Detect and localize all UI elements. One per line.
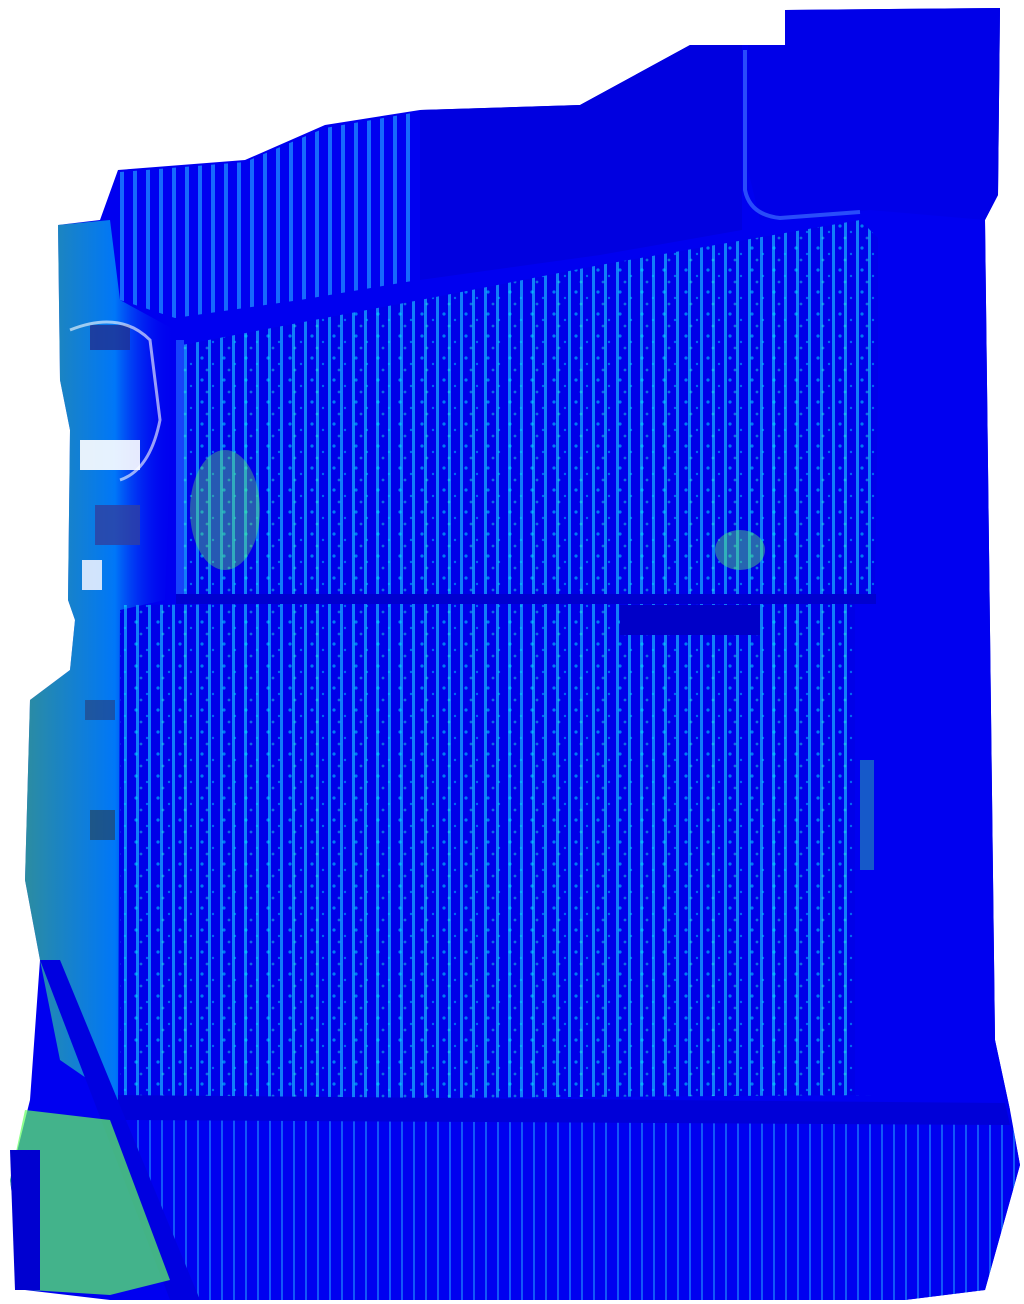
vegetation-south-west-inner: [10, 1150, 40, 1290]
building: [90, 325, 130, 350]
building: [80, 440, 140, 470]
building: [85, 700, 115, 720]
divider-dark-feature: [620, 605, 760, 635]
divider-track: [176, 594, 876, 604]
field-middle-east-strip: [855, 600, 877, 1095]
vegetation-patch-upper-right: [715, 530, 765, 570]
building: [95, 505, 140, 545]
field-block-east: [878, 215, 1010, 1110]
building: [82, 560, 102, 590]
vegetation-patch-upper-left: [190, 450, 260, 570]
road-south: [110, 1095, 1010, 1125]
field-middle-east-edge: [860, 760, 874, 870]
farm-track: [69, 320, 162, 482]
field-upper-border: [176, 340, 184, 598]
field-upper-speckle: [182, 220, 880, 595]
vegetation-south-west: [10, 1110, 170, 1295]
field-block-north-west: [120, 112, 418, 318]
road-diagonal: [40, 960, 200, 1300]
field-block-south: [125, 1105, 1020, 1300]
field-block-north-center: [420, 45, 742, 280]
field-middle-speckle: [120, 600, 875, 1100]
field-block-north-east: [748, 8, 1000, 220]
building: [90, 810, 115, 840]
track-north: [743, 50, 861, 221]
